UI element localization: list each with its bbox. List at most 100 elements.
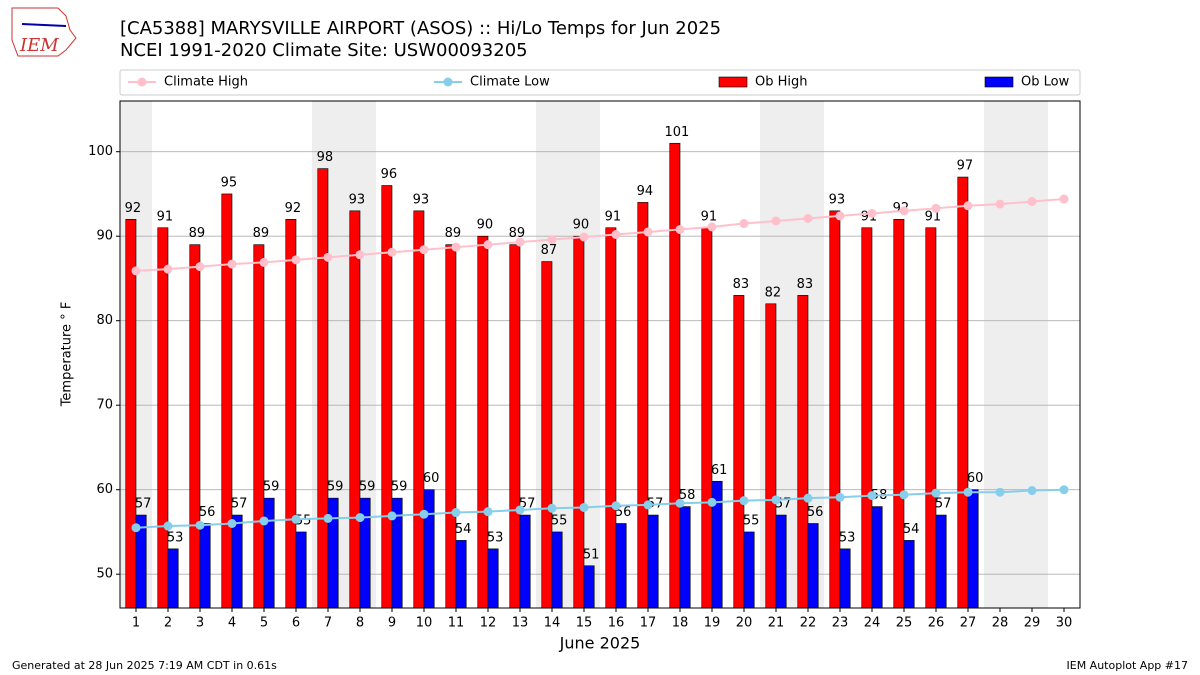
value-label: 55 xyxy=(743,513,760,528)
x-tick-label: 11 xyxy=(448,616,465,631)
value-label: 59 xyxy=(391,480,408,495)
bar xyxy=(445,244,457,609)
point xyxy=(707,222,717,232)
bar xyxy=(423,489,435,609)
bar xyxy=(487,548,499,609)
chart-title: [CA5388] MARYSVILLE AIRPORT (ASOS) :: Hi… xyxy=(120,18,721,39)
bar xyxy=(551,531,563,609)
value-label: 90 xyxy=(573,218,590,233)
value-label: 53 xyxy=(487,530,504,545)
x-tick-label: 5 xyxy=(260,616,268,631)
x-tick-label: 12 xyxy=(480,616,497,631)
bar xyxy=(583,565,595,609)
x-tick-label: 3 xyxy=(196,616,204,631)
value-label: 101 xyxy=(664,125,689,140)
bar xyxy=(605,227,617,609)
x-tick-label: 17 xyxy=(640,616,657,631)
bar xyxy=(477,235,489,609)
value-label: 98 xyxy=(317,150,334,165)
bar xyxy=(317,168,329,609)
logo-text: IEM xyxy=(19,35,59,56)
logo-line xyxy=(21,23,67,27)
point xyxy=(387,247,397,257)
value-label: 58 xyxy=(679,488,696,503)
bar xyxy=(541,261,553,609)
point xyxy=(707,497,717,507)
point xyxy=(963,201,973,211)
point xyxy=(419,509,429,519)
bar xyxy=(903,540,915,609)
legend-swatch xyxy=(718,76,748,88)
point xyxy=(483,507,493,517)
point xyxy=(611,230,621,240)
y-tick-label: 80 xyxy=(96,313,113,328)
value-label: 82 xyxy=(765,285,782,300)
bar xyxy=(263,497,275,609)
point xyxy=(579,232,589,242)
point xyxy=(931,488,941,498)
point xyxy=(547,503,557,513)
bar xyxy=(765,303,777,609)
value-label: 54 xyxy=(903,522,920,537)
value-label: 89 xyxy=(189,226,206,241)
bar xyxy=(839,548,851,609)
legend-label: Ob Low xyxy=(1021,75,1070,90)
value-label: 59 xyxy=(327,480,344,495)
point xyxy=(483,240,493,250)
value-label: 87 xyxy=(541,243,558,258)
point xyxy=(835,492,845,502)
bar xyxy=(167,548,179,609)
value-label: 59 xyxy=(263,480,280,495)
point xyxy=(675,498,685,508)
bar xyxy=(295,531,307,609)
x-tick-label: 27 xyxy=(960,616,977,631)
x-tick-label: 9 xyxy=(388,616,396,631)
value-label: 57 xyxy=(935,497,952,512)
point xyxy=(835,211,845,221)
bar xyxy=(679,506,691,609)
line xyxy=(135,198,1065,272)
bar xyxy=(925,227,937,609)
point xyxy=(323,513,333,523)
bar xyxy=(967,489,979,609)
legend-point xyxy=(137,77,147,87)
x-tick-label: 25 xyxy=(896,616,913,631)
line xyxy=(135,488,1065,529)
value-label: 91 xyxy=(701,209,718,224)
value-label: 90 xyxy=(477,218,494,233)
value-label: 89 xyxy=(509,226,526,241)
bar xyxy=(637,202,649,609)
bar xyxy=(935,514,947,609)
point xyxy=(387,511,397,521)
point xyxy=(1027,486,1037,496)
bar xyxy=(125,219,137,609)
point xyxy=(195,262,205,272)
value-label: 92 xyxy=(125,201,142,216)
x-tick-label: 6 xyxy=(292,616,300,631)
value-label: 89 xyxy=(445,226,462,241)
x-tick-label: 19 xyxy=(704,616,721,631)
footer-right: IEM Autoplot App #17 xyxy=(1067,659,1189,672)
value-label: 56 xyxy=(807,505,824,520)
point xyxy=(355,250,365,260)
point xyxy=(739,219,749,229)
value-label: 60 xyxy=(967,471,984,486)
logo: IEM xyxy=(11,7,77,57)
point xyxy=(515,505,525,515)
x-tick-label: 16 xyxy=(608,616,625,631)
point xyxy=(419,245,429,255)
x-tick-label: 10 xyxy=(416,616,433,631)
y-tick-label: 60 xyxy=(96,482,113,497)
point xyxy=(643,227,653,237)
value-label: 95 xyxy=(221,175,238,190)
bar xyxy=(797,295,809,609)
point xyxy=(259,516,269,526)
point xyxy=(579,502,589,512)
bar xyxy=(669,142,681,609)
bar xyxy=(743,531,755,609)
bar xyxy=(775,514,787,609)
point xyxy=(291,514,301,524)
chart-subtitle: NCEI 1991-2020 Climate Site: USW00093205 xyxy=(120,40,528,61)
x-tick-label: 2 xyxy=(164,616,172,631)
